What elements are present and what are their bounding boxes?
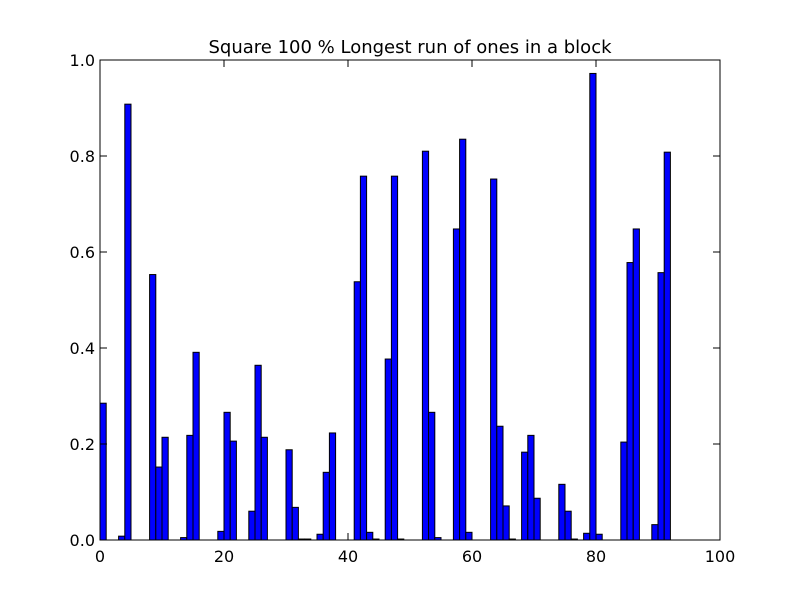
- bar: [459, 138, 467, 541]
- bar: [229, 440, 237, 541]
- chart-title: Square 100 % Longest run of ones in a bl…: [208, 37, 612, 58]
- bar: [155, 466, 163, 541]
- y-tick-label: 0.6: [70, 243, 95, 262]
- x-tick-label: 40: [338, 547, 358, 566]
- bar: [626, 262, 634, 541]
- bar: [384, 358, 392, 541]
- plot-frame: [99, 59, 721, 541]
- bar: [390, 175, 399, 541]
- bar: [291, 506, 299, 541]
- bar: [663, 151, 671, 541]
- bar: [527, 434, 535, 541]
- bar: [118, 535, 126, 541]
- bar: [285, 449, 293, 541]
- bar: [620, 441, 628, 541]
- bar: [490, 178, 498, 541]
- y-tick-label: 0.8: [70, 147, 95, 166]
- y-tick-label: 0.4: [70, 339, 95, 358]
- bar: [583, 532, 591, 541]
- y-tick-label: 1.0: [70, 51, 95, 70]
- bars-group: [99, 72, 671, 541]
- bar: [316, 533, 324, 541]
- bar: [366, 531, 374, 541]
- bar: [452, 228, 461, 541]
- bar: [533, 497, 541, 541]
- y-tick-label: 0.0: [70, 531, 95, 550]
- bar: [657, 272, 665, 541]
- x-tick-label: 20: [214, 547, 234, 566]
- bar: [632, 228, 640, 541]
- x-tick-label: 100: [705, 547, 736, 566]
- bar: [161, 436, 169, 541]
- x-tick-label: 0: [95, 547, 105, 566]
- bar: [651, 524, 659, 541]
- x-tick-label: 60: [462, 547, 482, 566]
- bar: [502, 505, 510, 541]
- bar: [99, 402, 107, 541]
- bar: [124, 103, 132, 541]
- bar: [186, 434, 194, 541]
- bar: [589, 72, 597, 541]
- bar: [260, 436, 268, 541]
- bar: [521, 451, 529, 541]
- bar: [359, 175, 368, 541]
- bar: [248, 510, 256, 541]
- bar: [192, 351, 200, 541]
- x-tick-label: 80: [586, 547, 606, 566]
- ticks-group: 0 20 40 60 80 100 0.0 0.2 0.4 0.6 0.8 1.0: [70, 51, 736, 566]
- bar: [254, 364, 262, 541]
- bar: [465, 531, 473, 541]
- bar: [496, 425, 504, 541]
- bar: [149, 274, 157, 541]
- y-tick-label: 0.2: [70, 435, 95, 454]
- bar: [223, 411, 231, 541]
- bar: [322, 471, 330, 541]
- bar: [558, 483, 566, 541]
- bar: [428, 411, 436, 541]
- bar: [564, 510, 572, 541]
- bar: [217, 530, 225, 541]
- bar: [421, 150, 430, 541]
- bar: [353, 281, 361, 541]
- bar: [595, 533, 603, 541]
- bar: [328, 432, 337, 541]
